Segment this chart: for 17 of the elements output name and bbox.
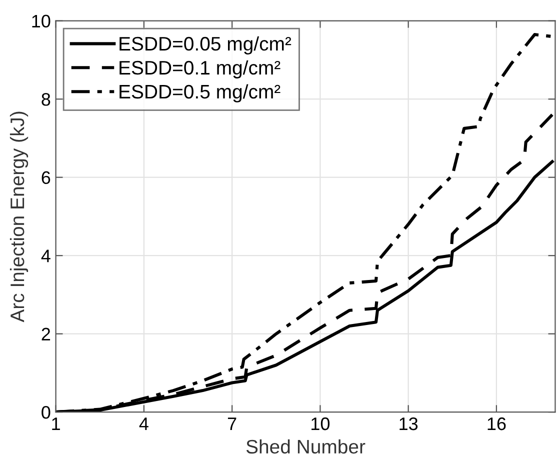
y-tick-label: 4 [41, 250, 50, 262]
y-tick-label: 10 [32, 14, 50, 28]
x-tick-label: 4 [139, 418, 148, 430]
x-axis-title: Shed Number [246, 439, 366, 454]
x-tick-label: 1 [52, 418, 60, 430]
x-tick-label: 16 [488, 417, 506, 430]
legend-label: ESDD=0.1 mg/cm² [120, 60, 280, 78]
y-tick-label: 2 [42, 328, 50, 340]
y-tick-label: 6 [42, 171, 50, 184]
y-tick-label: 8 [42, 93, 50, 106]
legend-label: ESDD=0.05 mg/cm² [120, 36, 292, 55]
y-axis-title: Arc Injection Energy (kJ) [10, 112, 28, 322]
y-tick-label: 0 [42, 406, 50, 419]
x-tick-label: 7 [228, 418, 236, 430]
legend-label: ESDD=0.5 mg/cm² [120, 84, 280, 102]
x-tick-label: 13 [400, 417, 418, 430]
x-tick-label: 10 [312, 417, 330, 430]
